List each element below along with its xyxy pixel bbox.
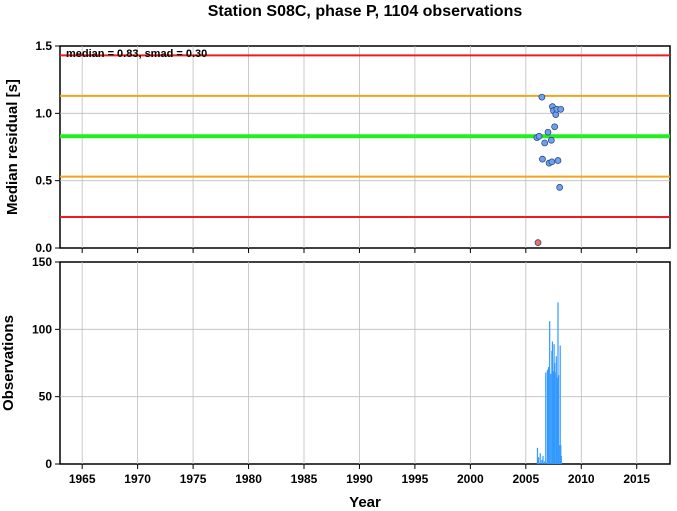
residual-point — [557, 105, 565, 113]
x-tick-label: 1990 — [346, 472, 373, 486]
observation-bar — [554, 372, 556, 464]
residual-point — [538, 93, 546, 101]
x-tick-label: 1980 — [235, 472, 262, 486]
x-tick-label: 1970 — [124, 472, 151, 486]
residual-point — [534, 239, 542, 246]
observation-bar — [545, 372, 547, 464]
residual-point — [535, 132, 543, 140]
observation-bar — [551, 341, 554, 464]
observation-bar — [560, 445, 562, 464]
residual-point — [544, 128, 552, 136]
observation-bar — [560, 455, 562, 464]
observations-panel: 0 50 100 150 1965 1970 1975 1980 1985 1990 1995 20… — [0, 255, 671, 486]
observation-bar — [557, 375, 560, 464]
y-tick-label: 1.5 — [35, 39, 52, 53]
x-tick-label: 1995 — [402, 472, 429, 486]
observation-bar — [536, 447, 539, 464]
observation-bar — [544, 461, 546, 464]
observations-gridlines — [60, 262, 670, 464]
observation-bar — [556, 377, 558, 464]
residual-points — [533, 93, 565, 246]
residual-point — [554, 157, 562, 164]
y-tick-label: 0.0 — [35, 241, 52, 255]
x-tick-label: 2000 — [457, 472, 484, 486]
residual-point — [541, 139, 549, 147]
residual-x-ticks — [81, 248, 638, 253]
observations-plot-frame — [59, 261, 671, 465]
residual-y-ticks: 0.0 0.5 1.0 1.5 — [35, 39, 60, 255]
y-tick-label: 0 — [45, 457, 52, 471]
observation-bar — [550, 373, 552, 464]
x-tick-label: 2010 — [568, 472, 595, 486]
y-tick-label: 150 — [32, 255, 52, 269]
residual-panel: 0.00.51.01.5 median = 0.83, smad = 0.30 … — [4, 39, 671, 255]
residual-point — [547, 136, 555, 144]
x-tick-label: 2015 — [623, 472, 650, 486]
residual-point — [539, 155, 546, 163]
y-tick-label: 50 — [39, 390, 53, 404]
residual-point — [552, 111, 560, 119]
x-tick-label: 1965 — [69, 472, 96, 486]
chart-title: Station S08C, phase P, 1104 observations — [208, 3, 523, 20]
y-tick-label: 100 — [32, 322, 52, 336]
residual-reference-lines — [60, 54, 670, 219]
residual-y-axis-label: Median residual [s] — [4, 79, 21, 215]
observation-bar — [549, 321, 551, 464]
x-axis-label: Year — [349, 494, 381, 511]
observation-bar — [547, 367, 550, 464]
residual-point — [548, 158, 556, 166]
observation-bar — [539, 453, 541, 464]
y-tick-label: 1.0 — [35, 106, 52, 120]
residual-gridlines — [60, 46, 670, 248]
x-tick-label: 1985 — [291, 472, 318, 486]
observation-bar — [546, 369, 549, 464]
residual-plot-frame — [59, 45, 671, 249]
observation-bar — [537, 457, 540, 464]
observation-bar — [559, 345, 561, 464]
observations-y-ticks: 0 50 100 150 — [32, 255, 60, 471]
observations-y-axis-label: Observations — [0, 315, 17, 411]
residual-point — [551, 123, 559, 131]
observation-bar — [541, 459, 543, 464]
y-tick-label: 0.5 — [35, 174, 52, 188]
observations-bars — [536, 302, 562, 464]
residual-point — [556, 184, 563, 191]
observation-bar — [542, 455, 544, 464]
x-tick-label: 1975 — [180, 472, 207, 486]
stats-annotation: median = 0.83, smad = 0.30 — [66, 48, 207, 60]
x-tick-label: 2005 — [512, 472, 539, 486]
observations-x-ticks: 1965 1970 1975 1980 1985 1990 1995 2000 2005 2010… — [69, 464, 650, 486]
